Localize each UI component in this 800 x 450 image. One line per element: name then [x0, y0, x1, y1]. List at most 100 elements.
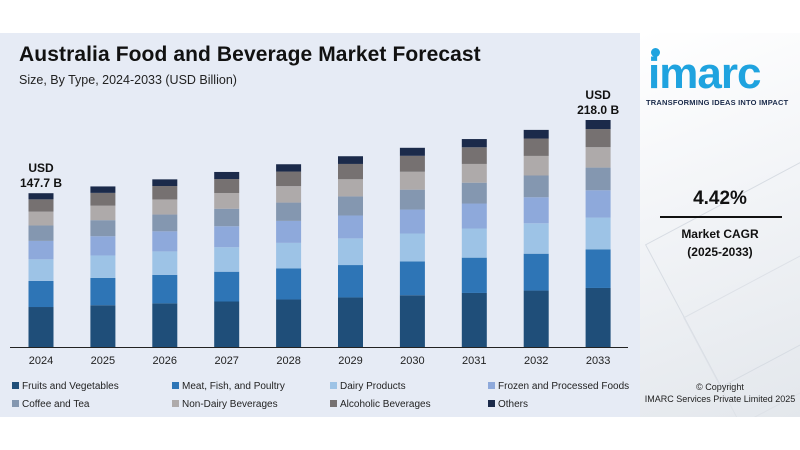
- legend-label: Frozen and Processed Foods: [498, 381, 630, 392]
- bar-2029-fruits-and-vegetables: [338, 297, 363, 347]
- legend-item-frozen-and-processed-foods: Frozen and Processed Foods: [488, 381, 629, 392]
- x-tick-label: 2032: [524, 355, 548, 367]
- legend-label: Coffee and Tea: [22, 399, 90, 410]
- legend-item-alcoholic-beverages: Alcoholic Beverages: [330, 399, 431, 410]
- data-label-2024: USD: [28, 161, 54, 175]
- chart-legend: Fruits and Vegetables Meat, Fish, and Pou…: [12, 379, 640, 415]
- legend-swatch: [330, 400, 337, 407]
- cagr-divider: [660, 216, 782, 218]
- legend-label: Fruits and Vegetables: [22, 381, 119, 392]
- bar-2030-others: [399, 147, 425, 156]
- bar-2026-frozen-and-processed-foods: [152, 231, 178, 252]
- bar-2032-coffee-and-tea: [523, 175, 549, 198]
- bar-2024-coffee-and-tea: [28, 225, 54, 241]
- x-tick-label: 2030: [400, 355, 424, 367]
- bar-2024-frozen-and-processed-foods: [28, 240, 54, 260]
- legend-label: Meat, Fish, and Poultry: [182, 381, 285, 392]
- bar-2026-meat-fish-and-poultry: [152, 274, 178, 304]
- bar-2032-meat-fish-and-poultry: [523, 253, 549, 291]
- imarc-logo: imarc TRANSFORMING IDEAS INTO IMPACT: [646, 48, 796, 107]
- bar-2025-coffee-and-tea: [90, 220, 116, 237]
- bar-2029-alcoholic-beverages: [338, 163, 363, 180]
- bar-2028-meat-fish-and-poultry: [276, 268, 302, 300]
- data-label-2033: 218.0 B: [577, 103, 619, 117]
- bar-2026-dairy-products: [152, 251, 178, 275]
- bar-2033-dairy-products: [585, 217, 611, 250]
- bar-2028-fruits-and-vegetables: [276, 299, 302, 347]
- bar-2032-others: [523, 129, 549, 139]
- cagr-label: Market CAGR: [681, 227, 759, 241]
- bar-2030-dairy-products: [399, 233, 425, 262]
- cagr-period: (2025-2033): [687, 245, 753, 259]
- legend-item-meat-fish-and-poultry: Meat, Fish, and Poultry: [172, 381, 285, 392]
- bar-2027-frozen-and-processed-foods: [214, 226, 240, 248]
- legend-label: Alcoholic Beverages: [340, 399, 431, 410]
- copyright-notice: © Copyright IMARC Services Private Limit…: [640, 381, 800, 405]
- x-tick-label: 2027: [214, 355, 238, 367]
- branding-panel: [640, 33, 800, 417]
- logo-tagline: TRANSFORMING IDEAS INTO IMPACT: [646, 98, 789, 107]
- bar-2026-others: [152, 179, 178, 187]
- legend-item-others: Others: [488, 399, 528, 410]
- bar-2030-coffee-and-tea: [399, 189, 425, 210]
- data-label-2024: 147.7 B: [20, 176, 62, 190]
- bar-2027-coffee-and-tea: [214, 208, 240, 227]
- bar-2027-others: [214, 171, 240, 180]
- bar-2027-fruits-and-vegetables: [214, 301, 240, 347]
- x-tick-label: 2024: [29, 355, 53, 367]
- bar-2028-frozen-and-processed-foods: [276, 220, 302, 243]
- bar-2033-coffee-and-tea: [585, 167, 611, 191]
- bar-2031-others: [461, 139, 487, 148]
- chart-subtitle: Size, By Type, 2024-2033 (USD Billion): [19, 73, 237, 87]
- bar-2029-coffee-and-tea: [338, 196, 363, 216]
- legend-item-non-dairy-beverages: Non-Dairy Beverages: [172, 399, 278, 410]
- copyright-company: IMARC Services Private Limited 2025: [644, 394, 796, 404]
- logo-dot: [651, 48, 660, 57]
- bar-2029-meat-fish-and-poultry: [338, 265, 363, 298]
- bar-2033-meat-fish-and-poultry: [585, 249, 611, 288]
- chart-title: Australia Food and Beverage Market Forec…: [19, 43, 481, 66]
- stacked-bar-chart: 2024 2025 2026 2027 2028 2029 2030 2031 2032 2033…: [10, 88, 628, 367]
- bar-2024-meat-fish-and-poultry: [28, 280, 54, 308]
- legend-swatch: [488, 382, 495, 389]
- bar-2024-fruits-and-vegetables: [28, 307, 54, 347]
- bar-2027-meat-fish-and-poultry: [214, 271, 240, 302]
- bar-2029-others: [338, 156, 363, 164]
- legend-label: Dairy Products: [340, 381, 406, 392]
- bar-2030-non-dairy-beverages: [399, 171, 425, 190]
- legend-swatch: [172, 400, 179, 407]
- legend-swatch: [12, 382, 19, 389]
- bar-2031-alcoholic-beverages: [461, 147, 487, 164]
- x-tick-label: 2031: [462, 355, 486, 367]
- bar-2027-alcoholic-beverages: [214, 179, 240, 193]
- legend-swatch: [488, 400, 495, 407]
- bar-2033-alcoholic-beverages: [585, 129, 611, 148]
- data-label-2033: USD: [585, 88, 611, 102]
- bar-2032-dairy-products: [523, 223, 549, 254]
- bar-2033-others: [585, 120, 611, 130]
- legend-item-dairy-products: Dairy Products: [330, 381, 406, 392]
- bar-2033-frozen-and-processed-foods: [585, 190, 611, 218]
- bar-2028-others: [276, 164, 302, 172]
- x-tick-label: 2033: [586, 355, 610, 367]
- bar-2024-dairy-products: [28, 259, 54, 281]
- bar-2024-alcoholic-beverages: [28, 199, 54, 212]
- cagr-value: 4.42%: [693, 188, 747, 209]
- bar-2025-dairy-products: [90, 255, 116, 278]
- legend-item-fruits-and-vegetables: Fruits and Vegetables: [12, 381, 119, 392]
- bar-2031-dairy-products: [461, 228, 487, 258]
- bar-2030-frozen-and-processed-foods: [399, 209, 425, 234]
- bar-2029-frozen-and-processed-foods: [338, 215, 363, 239]
- bar-2026-non-dairy-beverages: [152, 199, 178, 215]
- x-tick-label: 2026: [153, 355, 177, 367]
- bar-2033-non-dairy-beverages: [585, 147, 611, 168]
- bar-2027-dairy-products: [214, 247, 240, 272]
- logo-text: imarc: [648, 49, 761, 98]
- bar-2026-alcoholic-beverages: [152, 186, 178, 200]
- bar-2026-fruits-and-vegetables: [152, 303, 178, 347]
- bar-2028-coffee-and-tea: [276, 202, 302, 221]
- bar-2031-meat-fish-and-poultry: [461, 257, 487, 293]
- bar-2028-dairy-products: [276, 242, 302, 269]
- bar-2032-alcoholic-beverages: [523, 138, 549, 156]
- bar-2024-others: [28, 193, 54, 200]
